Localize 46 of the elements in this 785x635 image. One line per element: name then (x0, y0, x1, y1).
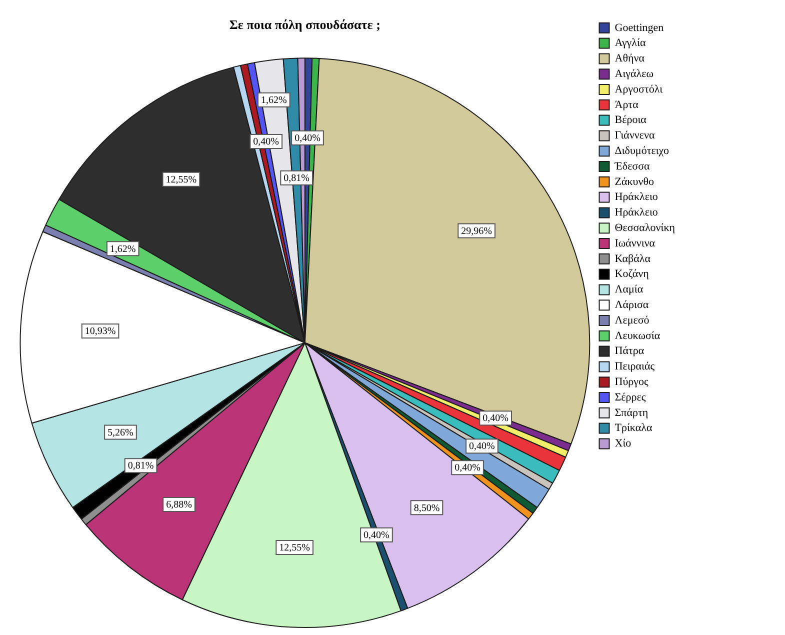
data-label: 29,96% (461, 226, 492, 237)
data-label: 0,40% (364, 530, 390, 542)
data-label: 0,81% (128, 460, 154, 472)
data-label: 0,40% (469, 441, 495, 452)
legend-label: Βέροια (614, 114, 647, 126)
legend-label: Λαμία (614, 284, 644, 296)
legend-label: Goettingen (614, 22, 664, 34)
data-label: 0,40% (482, 413, 509, 424)
legend-label: Θεσσαλονίκη (614, 222, 676, 234)
legend-label: Χίο (614, 438, 632, 450)
legend-label: Κοζάνη (614, 268, 650, 280)
data-label: 6,88% (166, 500, 192, 511)
legend-label: Έδεσσα (614, 160, 650, 172)
legend-label: Λευκωσία (614, 330, 660, 342)
legend-label: Πύργος (614, 376, 649, 388)
data-label: 0,40% (454, 462, 480, 474)
legend-label: Αργοστόλι (614, 83, 663, 96)
data-label: 8,50% (414, 502, 440, 514)
data-label: 0,40% (253, 136, 280, 148)
legend-label: Ηράκλειο (614, 191, 658, 204)
data-label: 1,62% (260, 95, 287, 106)
legend-label: Αγγλία (614, 37, 646, 50)
data-label: 1,62% (110, 244, 136, 255)
legend-label: Σέρρες (614, 391, 646, 404)
legend-label: Ιωάννινα (614, 237, 656, 250)
data-label: 0,40% (294, 132, 320, 144)
chart-title: Σε ποια πόλη σπουδάσατε ; (229, 17, 380, 32)
legend-label: Λάρισα (614, 298, 649, 311)
legend-label: Γιάννενα (614, 130, 655, 142)
data-label: 0,81% (284, 173, 310, 184)
legend-label: Πειραιάς (614, 360, 656, 373)
legend-label: Πάτρα (614, 345, 644, 358)
legend-label: Διδυμότειχο (614, 144, 670, 157)
legend-label: Αθήνα (614, 52, 645, 65)
legend-label: Λεμεσό (614, 314, 650, 326)
data-label: 10,93% (84, 326, 116, 338)
legend-label: Καβάλα (614, 252, 651, 265)
legend-label: Ηράκλειο (614, 206, 658, 219)
legend-label: Ζάκυνθο (614, 176, 654, 188)
legend-label: Σπάρτη (614, 406, 648, 419)
legend-label: Τρίκαλα (614, 422, 652, 434)
legend-label: Άρτα (614, 98, 639, 111)
data-label: 12,55% (166, 174, 197, 186)
legend-label: Αιγάλεω (614, 68, 654, 80)
data-label: 5,26% (108, 427, 134, 438)
data-label: 12,55% (279, 542, 310, 554)
